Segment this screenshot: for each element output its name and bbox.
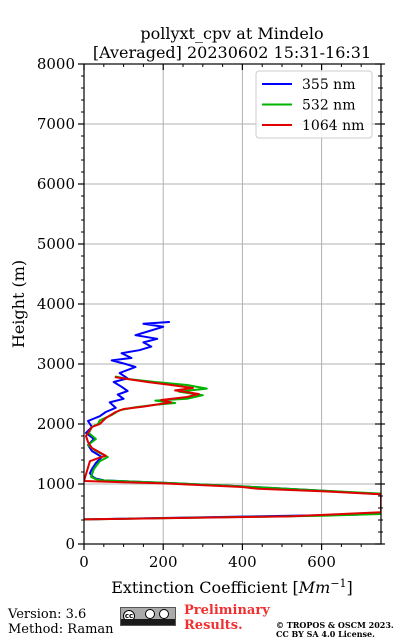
legend-label: 1064 nm — [302, 118, 364, 134]
y-axis-label: Height (m) — [9, 260, 28, 348]
copyright-line1: © TROPOS & OSCM 2023. — [276, 620, 394, 630]
by-attribution-icon — [145, 609, 155, 619]
y-tick-label: 7000 — [37, 115, 75, 133]
preliminary-label-line2: Results. — [184, 618, 243, 633]
legend-box — [255, 70, 373, 139]
series-line-1064-nm — [84, 376, 381, 521]
method-text: Method: Raman — [8, 622, 114, 637]
y-tick-label: 1000 — [37, 475, 75, 493]
cc-license-badge: cc — [120, 607, 176, 626]
y-tick-label: 6000 — [37, 175, 75, 193]
y-tick-label: 4000 — [37, 295, 75, 313]
legend: 355 nm 532 nm 1064 nm — [255, 70, 373, 139]
axis-ticks: 0 200 400 600010002000300040005000600070008… — [37, 55, 385, 571]
preliminary-label-line1: Preliminary — [184, 603, 270, 618]
copyright-line2: CC BY SA 4.0 License. — [276, 629, 375, 639]
y-tick-label: 3000 — [37, 355, 75, 373]
plot-frame — [83, 63, 382, 545]
x-axis-label: Extinction Coefficient [Mm−1] — [111, 577, 353, 597]
y-tick-label: 8000 — [37, 55, 75, 73]
y-tick-label: 5000 — [37, 235, 75, 253]
y-tick-label: 0 — [65, 535, 75, 553]
x-tick-label: 600 — [307, 553, 336, 571]
x-tick-label: 200 — [149, 553, 178, 571]
x-tick-label: 400 — [228, 553, 257, 571]
badge-strip — [121, 619, 175, 625]
series-line-355-nm — [84, 321, 381, 521]
legend-label: 355 nm — [302, 77, 355, 93]
y-tick-label: 2000 — [37, 415, 75, 433]
plot-area: 0 200 400 600010002000300040005000600070008… — [37, 55, 385, 571]
series-line-532-nm — [84, 375, 381, 521]
share-alike-icon — [159, 609, 169, 619]
series-layer — [84, 321, 381, 521]
x-tick-label: 0 — [79, 553, 89, 571]
version-text: Version: 3.6 — [8, 607, 87, 622]
legend-label: 532 nm — [302, 98, 355, 114]
chart-title-line1: pollyxt_cpv at Mindelo — [140, 24, 323, 43]
chart-title-line2: [Averaged] 20230602 15:31-16:31 — [93, 43, 371, 62]
